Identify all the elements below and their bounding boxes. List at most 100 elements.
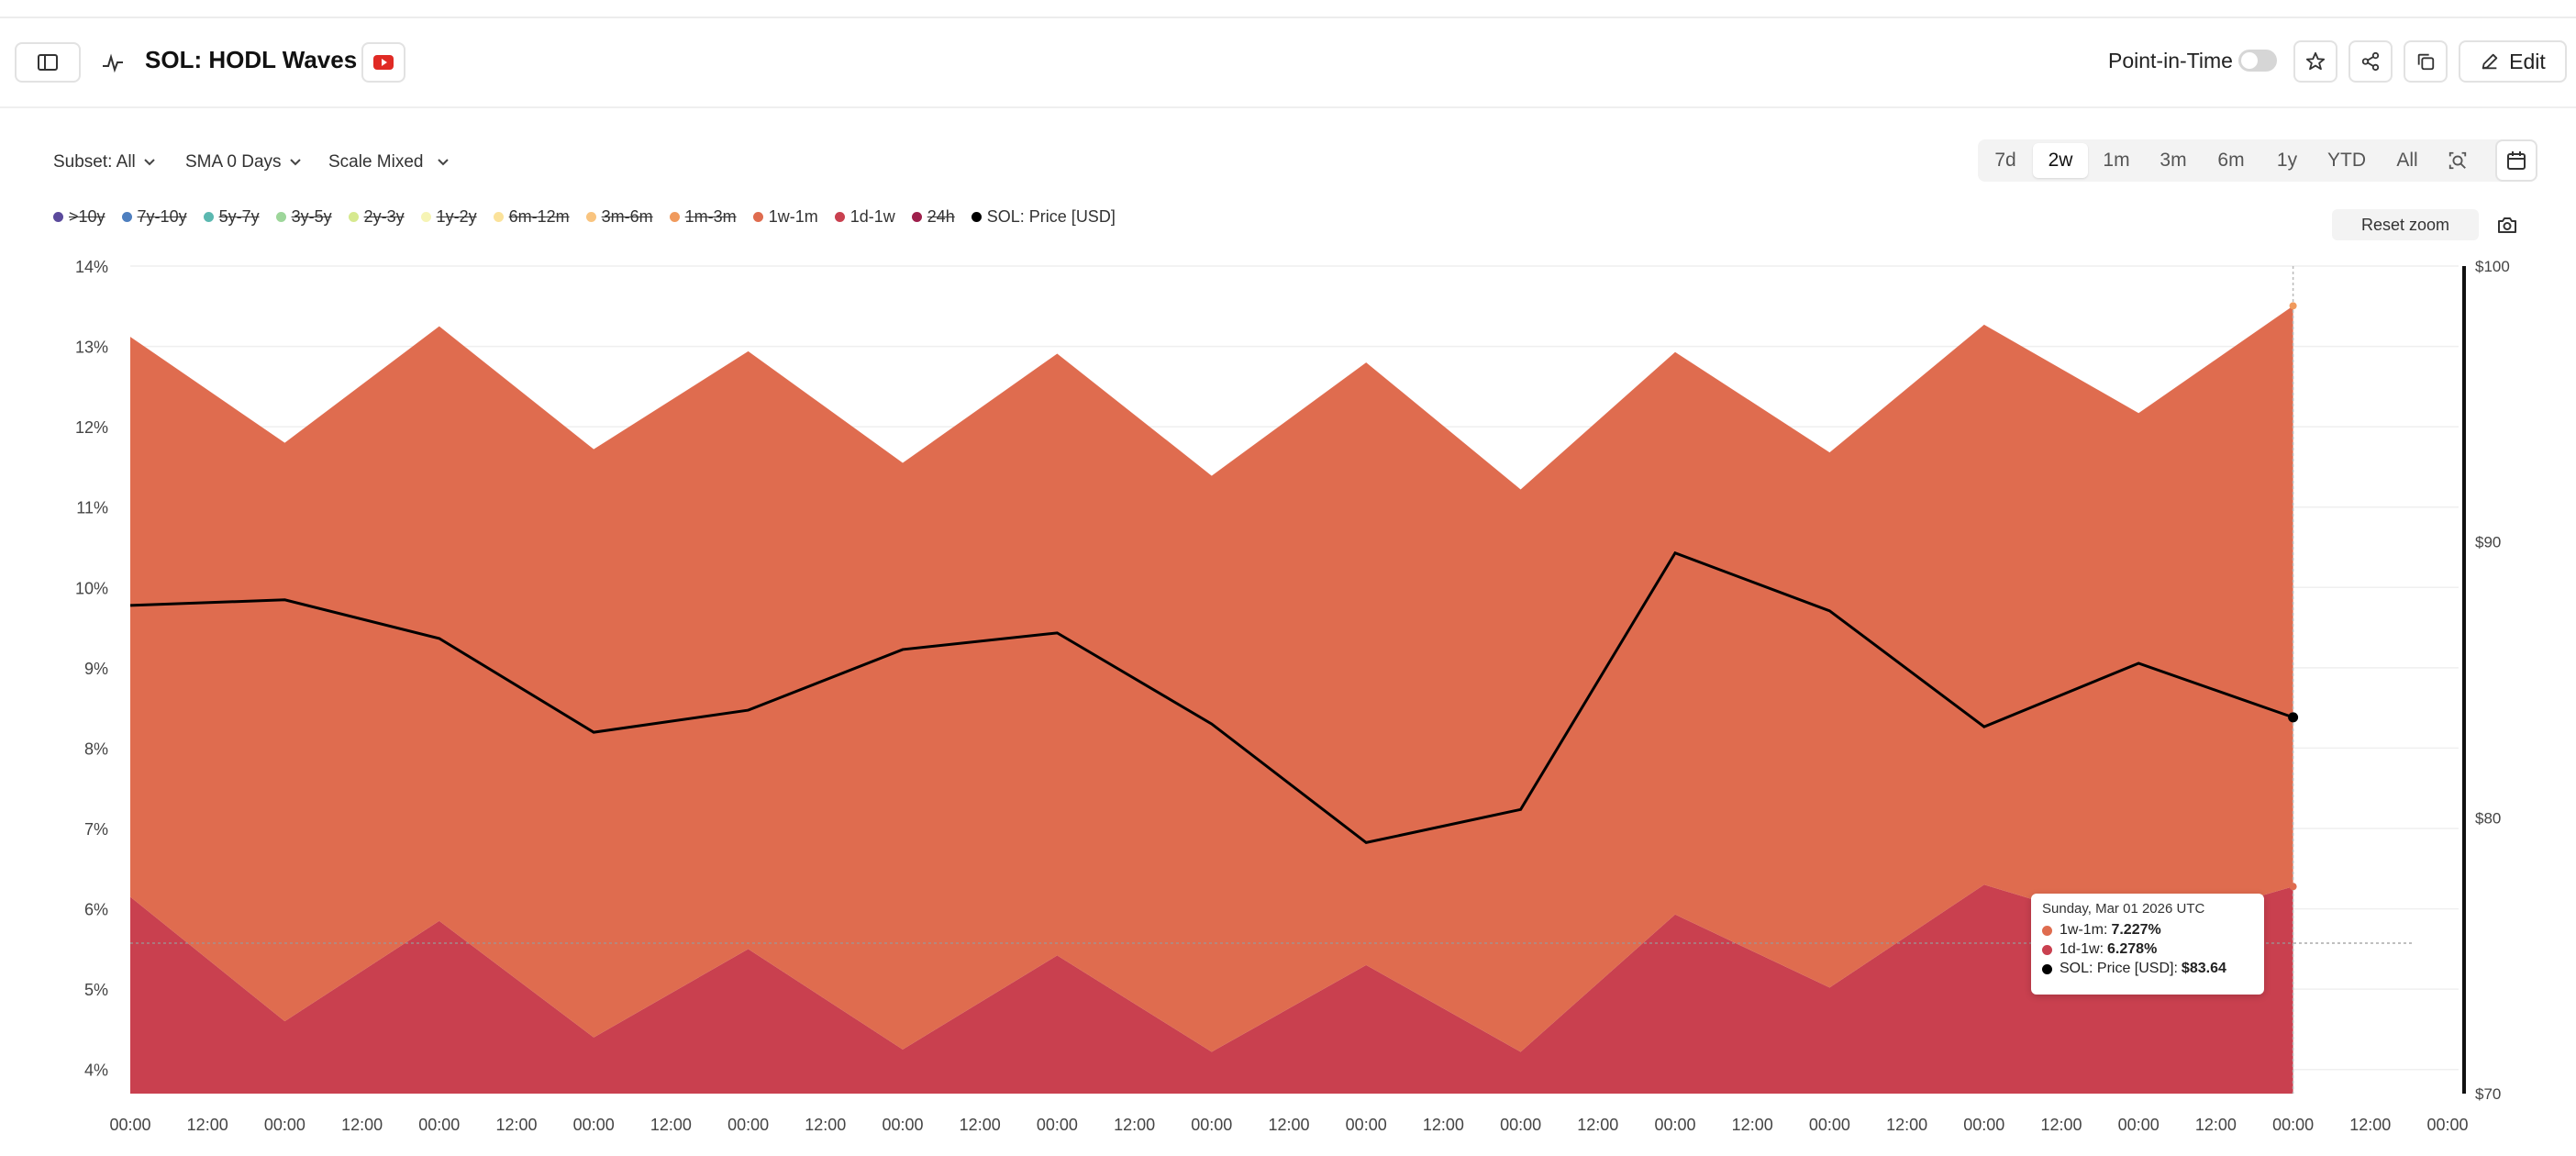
legend-item-4[interactable]: 2y-3y <box>348 207 405 227</box>
range-3m[interactable]: 3m <box>2160 150 2187 171</box>
x-tick-label: 00:00 <box>264 1116 305 1134</box>
x-tick-label: 00:00 <box>1963 1116 2004 1134</box>
legend-item-8[interactable]: 1m-3m <box>669 207 737 227</box>
x-tick-label: 00:00 <box>109 1116 150 1134</box>
legend-item-5[interactable]: 1y-2y <box>420 207 477 227</box>
tooltip-label: SOL: Price [USD]: <box>2060 961 2178 976</box>
x-tick-label: 00:00 <box>2426 1116 2468 1134</box>
range-7d[interactable]: 7d <box>1994 150 2016 171</box>
pencil-icon <box>2482 53 2498 70</box>
range-2w[interactable]: 2w <box>2033 143 2088 178</box>
tooltip-date: Sunday, Mar 01 2026 UTC <box>2042 901 2205 917</box>
legend-label: 1y-2y <box>436 207 477 226</box>
subset-dropdown[interactable]: Subset: All <box>53 152 156 172</box>
legend-dot <box>348 212 359 222</box>
range-1y[interactable]: 1y <box>2276 150 2298 171</box>
range-1m[interactable]: 1m <box>2103 150 2130 171</box>
y-left-tick-label: 9% <box>84 660 108 678</box>
time-range-selector: 7d 2w 1m 3m 6m 1y YTD All <box>1978 139 2526 182</box>
edit-button[interactable]: Edit <box>2459 40 2567 83</box>
x-tick-label: 12:00 <box>1886 1116 1927 1134</box>
tooltip-row-2: SOL: Price [USD]: $83.64 <box>2042 961 2253 977</box>
legend-label: 7y-10y <box>137 207 187 226</box>
legend-item-10[interactable]: 1d-1w <box>834 207 895 227</box>
price-line <box>129 550 2294 845</box>
tooltip-row-1: 1d-1w: 6.278% <box>2042 941 2253 958</box>
y-left-tick-label: 14% <box>75 258 108 276</box>
y-left-tick-label: 5% <box>84 981 108 999</box>
favorite-button[interactable] <box>2293 40 2337 83</box>
point-in-time-toggle[interactable] <box>2238 50 2277 72</box>
sidebar-toggle-button[interactable] <box>15 42 81 83</box>
legend-dot <box>834 212 845 222</box>
dashboard-header: SOL: HODL Waves Point-in-Time <box>0 18 2576 108</box>
youtube-button[interactable] <box>361 42 405 83</box>
x-tick-label: 12:00 <box>1268 1116 1309 1134</box>
x-tick-label: 00:00 <box>2272 1116 2314 1134</box>
y-right-tick-label: $80 <box>2475 809 2501 827</box>
range-all[interactable]: All <box>2396 150 2418 171</box>
page-title: SOL: HODL Waves <box>145 46 358 73</box>
legend-item-12[interactable]: SOL: Price [USD] <box>971 207 1116 227</box>
x-tick-label: 12:00 <box>187 1116 228 1134</box>
legend-item-11[interactable]: 24h <box>911 207 955 227</box>
legend-item-6[interactable]: 6m-12m <box>493 207 570 227</box>
range-ytd[interactable]: YTD <box>2327 150 2366 171</box>
screenshot-button[interactable] <box>2492 209 2523 240</box>
tooltip-value: 7.227% <box>2111 922 2161 938</box>
top-border <box>0 17 2576 18</box>
y-right-tick-label: $70 <box>2475 1085 2501 1103</box>
calendar-button[interactable] <box>2495 139 2537 182</box>
x-tick-label: 12:00 <box>341 1116 383 1134</box>
y-right-tick-label: $100 <box>2475 258 2510 275</box>
y-left-tick-label: 7% <box>84 820 108 839</box>
sma-label: SMA 0 Days <box>185 152 282 172</box>
x-tick-label: 12:00 <box>1577 1116 1618 1134</box>
chart-legend: >10y 7y-10y 5y-7y 3y-5y 2y-3y 1y-2y 6m-12m 3m-6… <box>53 207 1132 227</box>
x-tick-label: 12:00 <box>960 1116 1001 1134</box>
legend-label: 5y-7y <box>218 207 260 226</box>
area-series-1d-1w <box>130 884 2293 1094</box>
x-tick-label: 00:00 <box>1654 1116 1695 1134</box>
legend-dot <box>203 212 214 222</box>
calendar-icon <box>2507 151 2526 170</box>
x-tick-label: 00:00 <box>418 1116 460 1134</box>
legend-dot <box>752 212 763 222</box>
y-right-tick-label: $90 <box>2475 534 2501 551</box>
legend-label: SOL: Price [USD] <box>986 207 1116 226</box>
zoom-select-button[interactable] <box>2435 143 2481 178</box>
legend-dot <box>493 212 504 222</box>
legend-item-7[interactable]: 3m-6m <box>585 207 653 227</box>
chevron-down-icon <box>289 159 301 166</box>
reset-zoom-button[interactable]: Reset zoom <box>2332 209 2479 240</box>
scale-dropdown[interactable]: Scale Mixed <box>328 152 450 172</box>
share-button[interactable] <box>2348 40 2393 83</box>
price-marker <box>2288 712 2299 723</box>
tooltip-dot <box>2042 925 2052 936</box>
legend-dot <box>420 212 431 222</box>
legend-label: 1w-1m <box>768 207 818 226</box>
area-marker-1w-1m <box>2289 302 2297 310</box>
chart-line-icon <box>103 53 123 73</box>
legend-dot <box>53 212 63 222</box>
legend-item-1[interactable]: 7y-10y <box>121 207 187 227</box>
legend-label: 1m-3m <box>684 207 737 226</box>
copy-button[interactable] <box>2404 40 2448 83</box>
camera-icon <box>2498 217 2516 233</box>
copy-icon <box>2417 53 2435 71</box>
legend-item-9[interactable]: 1w-1m <box>752 207 818 227</box>
legend-item-2[interactable]: 5y-7y <box>203 207 260 227</box>
legend-label: 1d-1w <box>849 207 895 226</box>
tooltip-row-0: 1w-1m: 7.227% <box>2042 922 2253 939</box>
legend-item-0[interactable]: >10y <box>53 207 105 227</box>
legend-item-3[interactable]: 3y-5y <box>275 207 332 227</box>
x-tick-label: 12:00 <box>2349 1116 2391 1134</box>
range-6m[interactable]: 6m <box>2217 150 2245 171</box>
legend-label: >10y <box>69 207 105 226</box>
legend-label: 6m-12m <box>508 207 570 226</box>
sma-dropdown[interactable]: SMA 0 Days <box>185 152 302 172</box>
y-left-tick-label: 11% <box>76 499 108 517</box>
tooltip-value: $83.64 <box>2181 961 2226 976</box>
chart-tooltip: Sunday, Mar 01 2026 UTC 1w-1m: 7.227% 1d-1… <box>2031 894 2264 995</box>
